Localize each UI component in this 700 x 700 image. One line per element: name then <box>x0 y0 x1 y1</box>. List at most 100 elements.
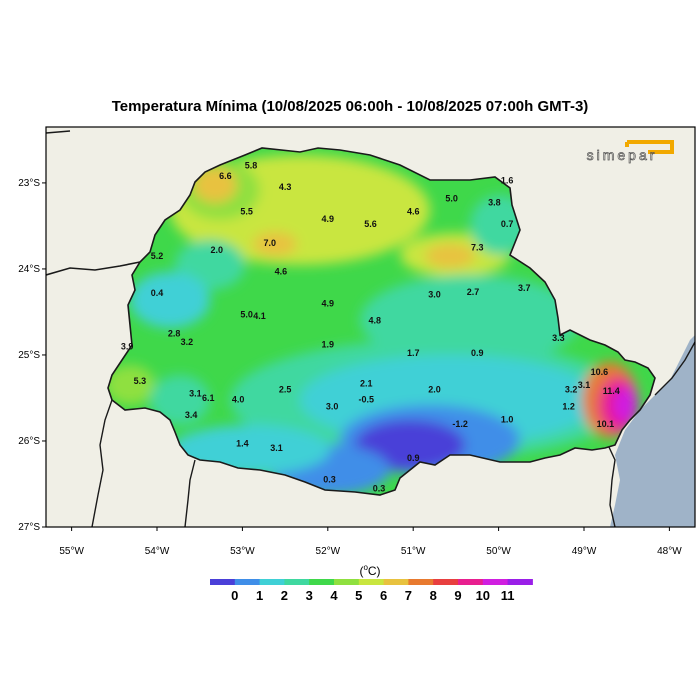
station-value: 3.9 <box>121 341 134 351</box>
ocean <box>610 335 695 527</box>
neighbor-border <box>607 444 616 527</box>
colorbar-segment <box>358 579 385 585</box>
colorbar: 0 1 2 3 4 5 6 7 8 9 10 11 <box>210 579 533 603</box>
colorbar-segment <box>210 579 236 585</box>
station-value: 7.0 <box>263 238 276 248</box>
station-value: 1.9 <box>322 340 335 350</box>
station-value: 3.1 <box>578 380 591 390</box>
station-value: 4.0 <box>232 395 245 405</box>
colorbar-segment <box>482 579 509 585</box>
colorbar-segment <box>259 579 285 585</box>
logo-text: simepar <box>587 147 658 163</box>
station-value: 5.3 <box>134 376 147 386</box>
station-value: 0.3 <box>323 475 336 485</box>
station-value: 0.3 <box>373 483 386 493</box>
station-value: 3.1 <box>189 389 202 399</box>
station-value: 0.9 <box>407 453 420 463</box>
station-value: 5.8 <box>245 161 258 171</box>
station-value: 0.9 <box>471 348 484 358</box>
station-value: -0.5 <box>358 395 374 405</box>
lon-tick-label: 51°W <box>401 546 426 557</box>
colorbar-label: 10 <box>476 588 490 603</box>
neighbor-border <box>46 261 141 276</box>
map-frame <box>45 126 696 528</box>
colorbar-unit: (oC) <box>359 563 381 578</box>
station-value: 4.9 <box>322 298 335 308</box>
station-value: 4.3 <box>279 182 292 192</box>
colorbar-label: 11 <box>501 588 515 603</box>
station-value: 10.6 <box>591 367 609 377</box>
station-value: 0.7 <box>501 219 514 229</box>
neighbor-border <box>91 399 113 527</box>
station-value: 1.7 <box>407 348 420 358</box>
station-value: 11.4 <box>603 386 620 396</box>
colorbar-label: 5 <box>355 588 362 603</box>
station-value: 2.0 <box>428 384 441 394</box>
axis-ticks: 23°S 24°S 25°S 26°S 27°S 55°W 54°W 53°W 52°W 51°W… <box>18 178 682 557</box>
station-value: 3.1 <box>270 443 283 453</box>
station-value: 4.6 <box>275 267 288 277</box>
station-value: 3.3 <box>552 333 565 343</box>
station-value: 6.1 <box>202 393 215 403</box>
station-value: 3.0 <box>326 402 339 412</box>
map-title: Temperatura Mínima (10/08/2025 06:00h - … <box>111 98 589 115</box>
station-value: 3.2 <box>181 337 194 347</box>
station-value: 4.9 <box>322 214 335 224</box>
neighbor-border <box>654 341 695 396</box>
colorbar-label: 2 <box>281 588 288 603</box>
station-value: 5.2 <box>151 251 164 261</box>
colorbar-segment <box>458 579 484 585</box>
station-value: 5.0 <box>240 310 253 320</box>
lon-tick-label: 48°W <box>657 546 682 557</box>
colorbar-label: 9 <box>454 588 461 603</box>
station-value: 4.8 <box>369 316 382 326</box>
station-value: 1.2 <box>562 402 575 412</box>
lon-tick-label: 53°W <box>230 546 255 557</box>
station-values: 5.8 6.6 4.3 1.6 5.0 3.8 5.5 4.9 5.6 4.6 0.7 7.0 2.0 7… <box>121 161 620 494</box>
station-value: 2.8 <box>168 328 181 338</box>
station-value: 5.0 <box>445 193 458 203</box>
colorbar-segment <box>309 579 335 585</box>
station-value: 4.1 <box>253 311 266 321</box>
lon-tick-label: 49°W <box>572 546 597 557</box>
colorbar-segment <box>284 579 310 585</box>
lon-tick-label: 55°W <box>59 546 84 557</box>
lat-tick-label: 26°S <box>18 436 40 447</box>
colorbar-label: 1 <box>256 588 263 603</box>
station-value: 3.8 <box>488 198 501 208</box>
colorbar-label: 7 <box>405 588 412 603</box>
colorbar-label: 0 <box>231 588 238 603</box>
simepar-logo: simepar <box>586 140 674 163</box>
station-value: 5.5 <box>240 206 253 216</box>
station-value: 10.1 <box>597 419 615 429</box>
station-value: 7.3 <box>471 242 484 252</box>
colorbar-segment <box>507 579 533 585</box>
lat-tick-label: 27°S <box>18 522 40 533</box>
colorbar-label: 3 <box>306 588 313 603</box>
station-value: 2.7 <box>467 287 480 297</box>
station-value: 3.7 <box>518 283 531 293</box>
station-value: 0.4 <box>151 288 164 298</box>
station-value: 1.0 <box>501 414 514 424</box>
lon-tick-label: 54°W <box>145 546 170 557</box>
colorbar-segment <box>334 579 360 585</box>
station-value: 1.6 <box>501 175 514 185</box>
colorbar-segment <box>383 579 409 585</box>
colorbar-segment <box>408 579 434 585</box>
lon-tick-label: 52°W <box>316 546 341 557</box>
station-value: 6.6 <box>219 171 232 181</box>
neighbor-border <box>184 459 196 527</box>
station-value: 3.0 <box>428 290 441 300</box>
lat-tick-label: 24°S <box>18 264 40 275</box>
colorbar-segment <box>433 579 459 585</box>
station-value: 2.0 <box>211 245 224 255</box>
station-value: 5.6 <box>364 219 377 229</box>
station-value: 2.5 <box>279 384 292 394</box>
lat-tick-label: 25°S <box>18 350 40 361</box>
station-value: 4.6 <box>407 206 420 216</box>
colorbar-label: 6 <box>380 588 387 603</box>
station-value: 3.2 <box>565 384 578 394</box>
station-value: -1.2 <box>452 419 468 429</box>
state-border <box>107 147 656 496</box>
